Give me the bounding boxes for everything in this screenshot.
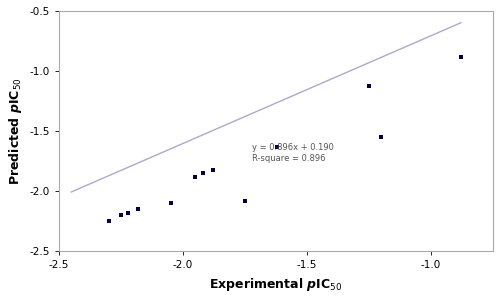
Text: y = 0.896x + 0.190
R-square = 0.896: y = 0.896x + 0.190 R-square = 0.896 [252, 143, 334, 163]
Point [273, 144, 281, 149]
Point [378, 135, 386, 140]
Point [124, 211, 132, 215]
Point [365, 83, 373, 88]
Point [104, 219, 112, 224]
Point [134, 207, 142, 212]
Y-axis label: Predicted $\bfit{p}$IC$_{50}$: Predicted $\bfit{p}$IC$_{50}$ [7, 77, 24, 185]
Point [457, 54, 465, 59]
Point [199, 171, 207, 176]
Point [117, 213, 125, 218]
Point [241, 199, 249, 203]
Point [192, 175, 200, 179]
Point [208, 167, 216, 172]
X-axis label: Experimental $\bfit{p}$IC$_{50}$: Experimental $\bfit{p}$IC$_{50}$ [210, 276, 342, 293]
Point [166, 201, 174, 206]
